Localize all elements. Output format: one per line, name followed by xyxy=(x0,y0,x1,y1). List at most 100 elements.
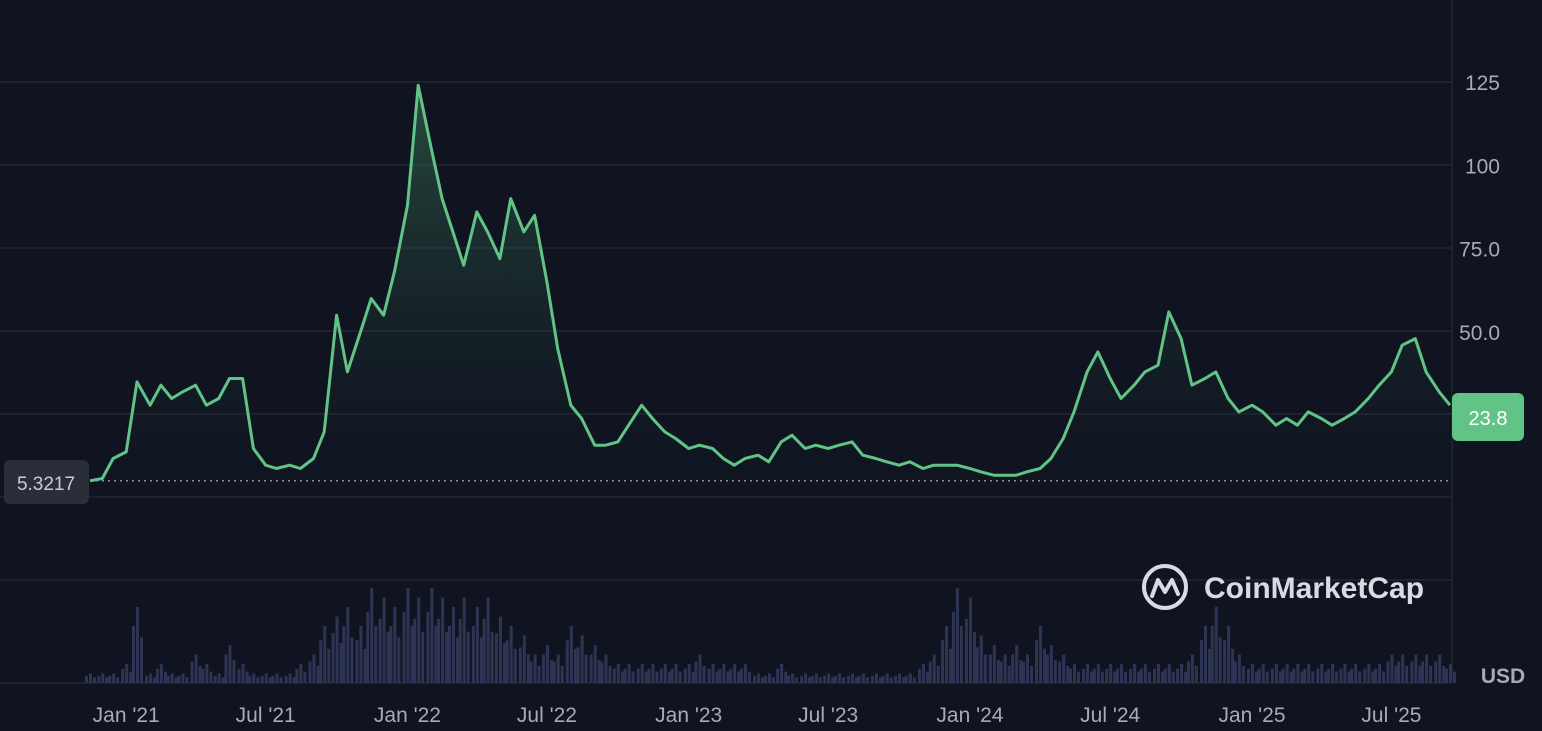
volume-bar xyxy=(1092,668,1096,683)
volume-bar xyxy=(224,654,228,683)
volume-bar xyxy=(125,664,129,683)
volume-bar xyxy=(823,675,827,683)
volume-bar xyxy=(466,631,470,683)
volume-bar xyxy=(389,626,393,683)
price-area-fill xyxy=(90,85,1450,481)
volume-bar xyxy=(1025,654,1029,683)
volume-bar xyxy=(1156,664,1160,683)
volume-bar xyxy=(1261,664,1265,683)
volume-bar xyxy=(537,665,541,683)
volume-bar xyxy=(921,664,925,683)
volume-bar xyxy=(185,677,189,683)
volume-bar xyxy=(1374,668,1378,683)
volume-bar xyxy=(417,597,421,683)
volume-bars xyxy=(85,588,1456,683)
volume-bar xyxy=(402,611,406,683)
volume-bar xyxy=(955,588,959,683)
x-tick-label: Jul '22 xyxy=(517,704,577,726)
volume-bar xyxy=(972,631,976,683)
volume-bar xyxy=(1045,654,1049,683)
volume-bar xyxy=(827,673,831,683)
volume-bar xyxy=(1133,664,1137,683)
volume-bar xyxy=(1072,664,1076,683)
volume-bar xyxy=(190,661,194,683)
volume-bar xyxy=(447,626,451,683)
volume-bar xyxy=(1254,671,1258,683)
volume-bar xyxy=(1265,671,1269,683)
volume-bar xyxy=(1274,664,1278,683)
volume-bar xyxy=(1394,665,1398,683)
volume-bar xyxy=(1434,661,1438,683)
x-tick-label: Jan '25 xyxy=(1218,704,1285,726)
volume-bar xyxy=(1327,668,1331,683)
volume-bar xyxy=(739,668,743,683)
volume-bar xyxy=(1241,665,1245,683)
volume-bar xyxy=(999,661,1003,683)
volume-bar xyxy=(1190,654,1194,683)
volume-bar xyxy=(776,668,780,683)
volume-bar xyxy=(451,607,455,683)
volume-bar xyxy=(1378,664,1382,683)
volume-bar xyxy=(870,675,874,683)
volume-bar xyxy=(885,673,889,683)
volume-bar xyxy=(1100,671,1104,683)
volume-bar xyxy=(1449,664,1452,683)
volume-bar xyxy=(912,677,916,683)
volume-bar xyxy=(979,635,983,683)
volume-bar xyxy=(319,640,323,683)
volume-bar xyxy=(177,675,181,683)
volume-bar xyxy=(346,607,350,683)
volume-bar xyxy=(378,618,382,683)
volume-bar xyxy=(691,671,695,683)
volume-bar xyxy=(335,616,339,683)
volume-bar xyxy=(93,677,96,683)
volume-bar xyxy=(623,668,627,683)
volume-bar xyxy=(576,647,580,683)
volume-bar xyxy=(729,668,733,683)
volume-bar xyxy=(163,671,167,683)
volume-bar xyxy=(569,626,573,683)
volume-bar xyxy=(221,677,225,683)
volume-bar xyxy=(288,673,292,683)
volume-bar xyxy=(928,661,932,683)
volume-bar xyxy=(245,671,249,683)
volume-bar xyxy=(1207,648,1211,683)
volume-bar xyxy=(1115,668,1119,683)
volume-bar xyxy=(327,648,331,683)
volume-bar xyxy=(988,654,992,683)
volume-bar xyxy=(1119,664,1123,683)
volume-bar xyxy=(522,635,526,683)
volume-bar xyxy=(818,677,822,683)
volume-bar xyxy=(1068,668,1072,683)
volume-bar xyxy=(833,675,837,683)
volume-bar xyxy=(851,673,855,683)
volume-bar xyxy=(1233,661,1237,683)
volume-bar xyxy=(205,664,209,683)
volume-bar xyxy=(810,675,814,683)
volume-bar xyxy=(983,654,987,683)
volume-bar xyxy=(1367,664,1371,683)
volume-bar xyxy=(573,648,577,683)
volume-bar xyxy=(925,671,929,683)
volume-bar xyxy=(213,675,217,683)
volume-bar xyxy=(112,673,116,683)
volume-bar xyxy=(1214,607,1218,683)
volume-bar xyxy=(237,668,241,683)
volume-bar xyxy=(761,677,765,683)
volume-bar xyxy=(1105,668,1109,683)
volume-bar xyxy=(471,626,475,683)
volume-bar xyxy=(780,664,784,683)
volume-bar xyxy=(600,661,604,683)
volume-bar xyxy=(831,677,835,683)
volume-bar xyxy=(992,645,996,683)
price-line xyxy=(89,83,1452,483)
volume-bar xyxy=(363,648,367,683)
volume-bar xyxy=(413,618,417,683)
volume-bar xyxy=(129,671,133,683)
volume-bar xyxy=(505,640,509,683)
volume-bar xyxy=(1418,665,1422,683)
volume-bar xyxy=(1281,668,1285,683)
volume-bar xyxy=(651,664,655,683)
volume-bar xyxy=(1019,660,1023,683)
